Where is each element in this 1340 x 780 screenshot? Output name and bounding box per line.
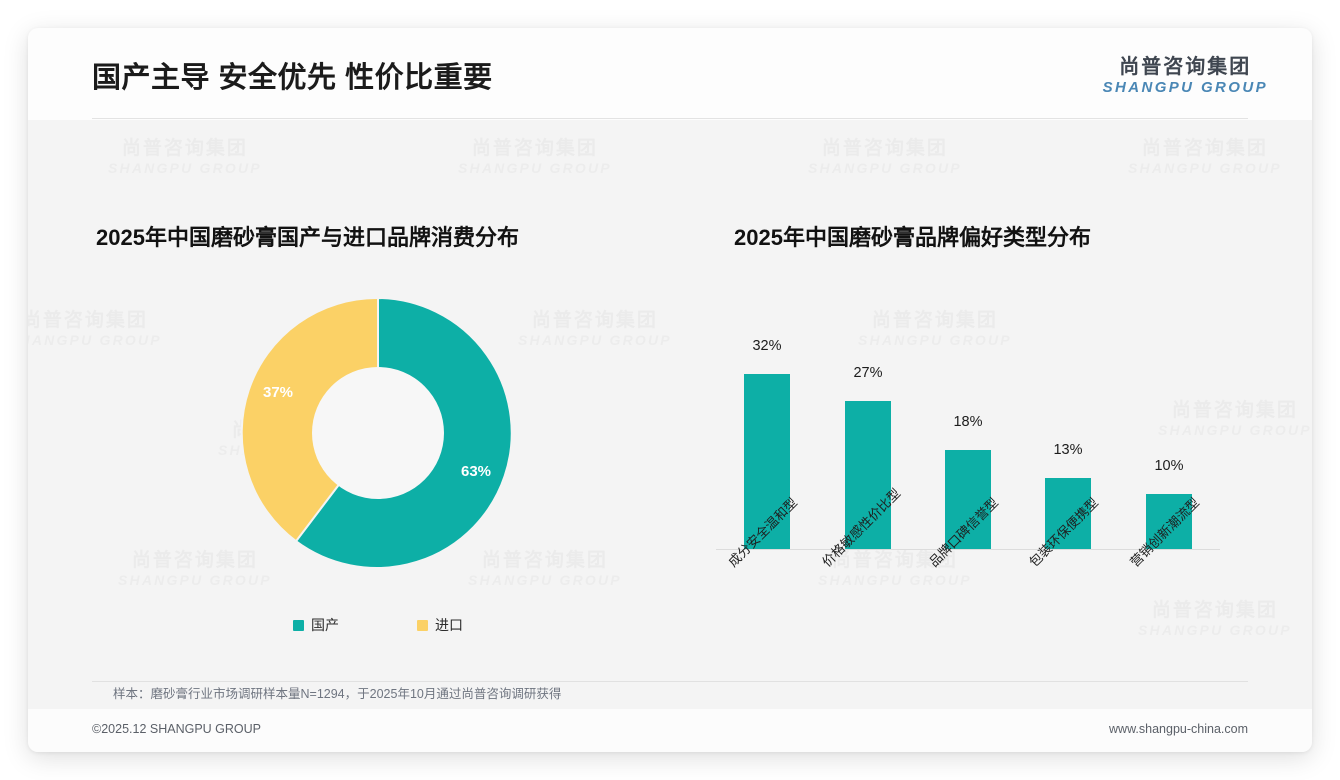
watermark-cn: 尚普咨询集团 (28, 310, 148, 331)
donut-value-label-imported: 37% (263, 384, 294, 401)
slide-footer: ©2025.12 SHANGPU GROUP www.shangpu-china… (28, 709, 1312, 752)
donut-hole (312, 367, 444, 499)
header-divider (92, 118, 1248, 119)
legend-item-domestic[interactable]: 国产 (293, 615, 339, 635)
watermark-en: SHANGPU GROUP (108, 159, 262, 176)
legend-item-imported[interactable]: 进口 (417, 615, 463, 635)
donut-chart-svg (240, 296, 513, 569)
bar-value-label: 10% (1154, 458, 1184, 474)
bar-column: 27% (845, 365, 891, 549)
footer-copyright: ©2025.12 SHANGPU GROUP (92, 722, 261, 736)
bar-rect[interactable] (845, 401, 891, 549)
brand-logo: 尚普咨询集团 SHANGPU GROUP (1103, 56, 1268, 97)
logo-english-text: SHANGPU GROUP (1102, 79, 1268, 96)
bar-value-label: 32% (752, 338, 782, 354)
bar-rect[interactable] (945, 450, 991, 549)
bar-column: 18% (945, 414, 991, 549)
watermark-cn: 尚普咨询集团 (821, 138, 948, 159)
slide-header: 国产主导 安全优先 性价比重要 尚普咨询集团 SHANGPU GROUP (28, 28, 1312, 120)
watermark-en: SHANGPU GROUP (1128, 159, 1282, 176)
bar-column: 10% (1146, 458, 1192, 549)
legend-swatch-icon-domestic (293, 619, 304, 631)
note-divider (92, 681, 1248, 682)
donut-chart-title: 2025年中国磨砂膏国产与进口品牌消费分布 (96, 225, 519, 250)
legend-label-imported: 进口 (435, 617, 463, 633)
donut-slice-imported (240, 296, 379, 543)
donut-chart: 63% 37% (233, 288, 523, 578)
watermark-en: SHANGPU GROUP (518, 331, 672, 348)
bar-rect[interactable] (1045, 478, 1091, 549)
watermark-en: SHANGPU GROUP (458, 159, 612, 176)
bar-value-label: 18% (953, 414, 983, 430)
bar-chart-title: 2025年中国磨砂膏品牌偏好类型分布 (734, 225, 1091, 250)
bar-value-label: 27% (853, 365, 883, 381)
bar-column: 32% (744, 338, 790, 549)
watermark-cn: 尚普咨询集团 (531, 310, 658, 331)
logo-chinese-text: 尚普咨询集团 (1119, 56, 1252, 78)
legend-label-domestic: 国产 (311, 617, 339, 633)
bar-column: 13% (1045, 442, 1091, 549)
watermark-en: SHANGPU GROUP (28, 331, 162, 348)
page-title: 国产主导 安全优先 性价比重要 (92, 62, 493, 94)
bar-value-label: 13% (1053, 442, 1083, 458)
donut-value-label-domestic: 63% (461, 463, 492, 480)
footer-website[interactable]: www.shangpu-china.com (1109, 722, 1248, 736)
bar-rect[interactable] (1146, 494, 1192, 549)
slide-body: 尚普咨询集团 SHANGPU GROUP 尚普咨询集团 SHANGPU GROU… (28, 120, 1312, 681)
donut-legend: 国产 进口 (233, 615, 523, 635)
sample-note: 样本：磨砂膏行业市场调研样本量N=1294，于2025年10月通过尚普咨询调研获… (113, 687, 562, 701)
legend-swatch-icon-imported (417, 619, 428, 631)
slide-card: 国产主导 安全优先 性价比重要 尚普咨询集团 SHANGPU GROUP 尚普咨… (28, 28, 1312, 752)
bar-rect[interactable] (744, 374, 790, 549)
watermark-cn: 尚普咨询集团 (1141, 138, 1268, 159)
bar-chart-x-axis (716, 549, 1220, 550)
watermark-en: SHANGPU GROUP (808, 159, 962, 176)
bar-chart: 32% 27% 18% 13% 10% 成分安全温和型 价格敏感性价比型 品牌口… (716, 280, 1236, 660)
watermark-cn: 尚普咨询集团 (121, 138, 248, 159)
watermark-cn: 尚普咨询集团 (471, 138, 598, 159)
